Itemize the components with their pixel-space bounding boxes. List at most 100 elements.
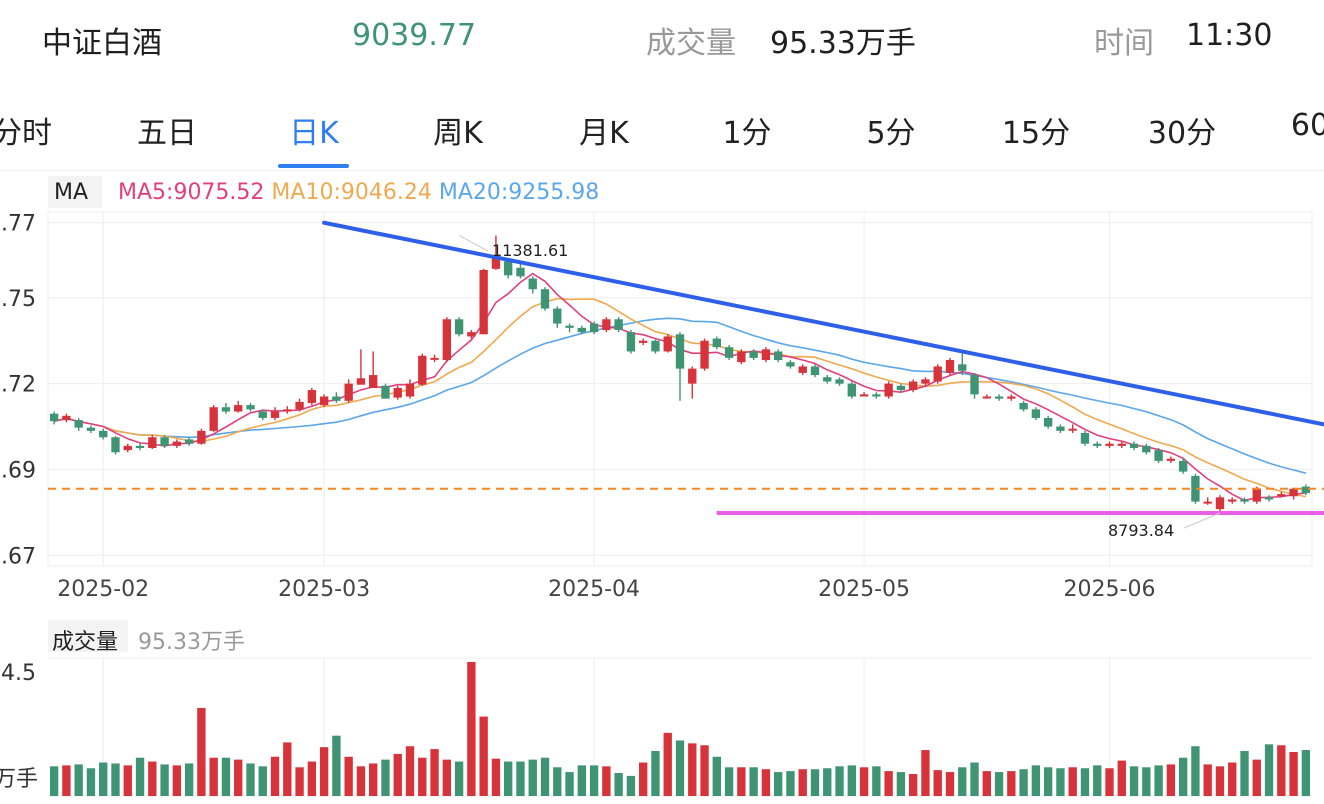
candle-body: [356, 378, 366, 385]
volume-bar: [1178, 757, 1188, 796]
tab-1[interactable]: 分时: [0, 116, 52, 151]
volume-bar: [1056, 768, 1065, 796]
high-annotation: 11381.61: [492, 241, 568, 260]
candle-body: [798, 366, 807, 373]
volume-bar: [135, 757, 145, 796]
candle-body: [749, 351, 758, 358]
volume-bar: [688, 743, 697, 796]
candle-body: [467, 332, 476, 337]
tab-8[interactable]: 15分: [1001, 116, 1071, 151]
candle-body: [602, 319, 611, 330]
price-axis-label: .77: [1, 212, 36, 237]
candle-body: [810, 366, 820, 376]
tab-3[interactable]: 日K: [289, 116, 339, 151]
volume-bar: [933, 770, 942, 796]
candle-body: [99, 430, 108, 438]
volume-bar: [761, 769, 771, 796]
candle-body: [651, 340, 660, 352]
volume-bar: [319, 747, 329, 796]
candle-body: [737, 351, 746, 363]
candle-body: [553, 308, 562, 324]
volume-bar: [418, 757, 427, 796]
volume-bar: [1301, 750, 1311, 796]
volume-bar: [148, 761, 157, 796]
x-axis-label: 2025-05: [818, 577, 910, 602]
volume-bar: [798, 769, 807, 796]
candle-body: [283, 409, 292, 412]
volume-bar: [823, 768, 832, 796]
volume-bar: [774, 772, 783, 796]
tab-5[interactable]: 月K: [579, 116, 629, 151]
volume-bar: [74, 764, 83, 796]
volume-bar: [884, 771, 893, 796]
candle-body: [62, 415, 71, 421]
x-axis-label: 2025-03: [278, 577, 370, 602]
ma-legend-label[interactable]: MA: [54, 180, 89, 205]
volume-bar: [1191, 746, 1200, 796]
candle-body: [319, 396, 329, 406]
candle-body: [970, 375, 979, 395]
candle-body: [516, 267, 525, 277]
volume-bar: [491, 758, 501, 796]
volume-legend-box[interactable]: [48, 620, 128, 652]
volume-bar: [184, 763, 194, 796]
candle-body: [565, 325, 574, 328]
candle-body: [540, 289, 550, 309]
volume-bar: [982, 771, 991, 796]
candle-body: [454, 319, 464, 335]
volume-bar: [921, 750, 930, 796]
candle-body: [1178, 460, 1188, 472]
volume-bar: [577, 765, 586, 796]
volume-bar: [1019, 769, 1028, 796]
candle-body: [1154, 450, 1163, 461]
volume-bar: [246, 763, 255, 796]
candle-body: [614, 319, 623, 330]
volume-bar: [221, 757, 231, 796]
volume-bar: [405, 746, 415, 796]
x-axis-label: 2025-06: [1064, 577, 1156, 602]
tab-6[interactable]: 1分: [722, 116, 772, 151]
volume-bar: [295, 767, 304, 796]
volume-bar: [430, 749, 439, 796]
volume-bar: [602, 766, 611, 796]
tab-9[interactable]: 30分: [1147, 116, 1217, 151]
tab-2[interactable]: 五日: [137, 116, 197, 151]
candle-body: [639, 340, 648, 343]
candle-body: [1301, 486, 1311, 494]
volume-bar: [209, 757, 218, 796]
volume-bar: [516, 761, 525, 796]
ma20-legend: MA20:9255.98: [438, 180, 600, 205]
candle-body: [234, 405, 243, 412]
low-annotation: 8793.84: [1108, 521, 1174, 540]
candle-body: [74, 420, 83, 428]
volume-bar: [1240, 751, 1249, 796]
candle-body: [332, 396, 341, 401]
candle-body: [184, 439, 194, 444]
candle-body: [700, 340, 709, 369]
candle-body: [1203, 501, 1212, 504]
volume-bar: [859, 767, 869, 796]
candle-body: [1191, 475, 1200, 502]
volume-bar: [1166, 764, 1176, 796]
tab-7[interactable]: 5分: [866, 116, 916, 151]
candle-body: [123, 445, 132, 451]
volume-bar: [1117, 760, 1126, 796]
candle-body: [712, 338, 721, 348]
volume-panel-title[interactable]: 成交量: [52, 630, 119, 655]
volume-bar: [994, 772, 1004, 796]
volume-bar: [835, 766, 844, 796]
tab-10[interactable]: 60: [1290, 108, 1324, 143]
volume-bar: [712, 756, 721, 796]
volume-bar: [356, 766, 366, 796]
tab-4[interactable]: 周K: [433, 116, 483, 151]
candle-body: [933, 366, 942, 382]
volume-bar: [1129, 766, 1139, 796]
candle-body: [626, 332, 636, 352]
ma-legend-box[interactable]: [48, 176, 102, 208]
volume-bar: [958, 767, 967, 796]
candle-body: [258, 411, 267, 418]
volume-bar: [614, 773, 623, 796]
candle-body: [491, 257, 501, 269]
volume-bar: [197, 707, 206, 796]
